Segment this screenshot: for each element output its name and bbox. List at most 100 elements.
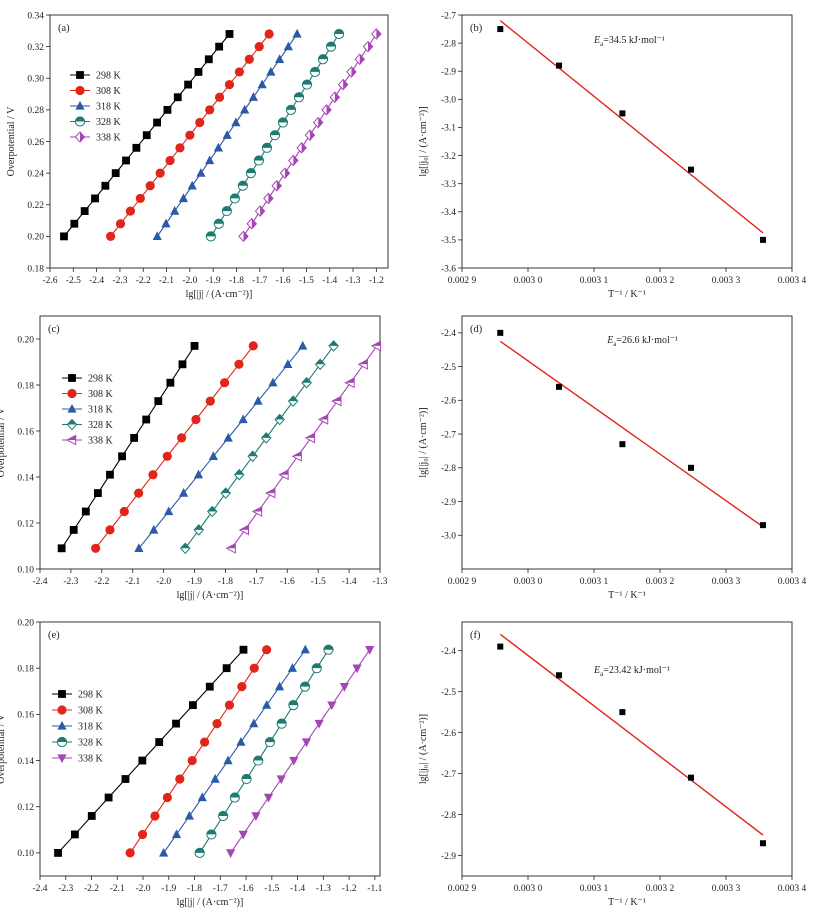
y-tick-label: 0.32 [27,43,44,53]
y-tick-label: -2.8 [441,464,456,474]
x-tick-label: -1.4 [322,276,337,286]
data-point [317,414,329,425]
legend-label: 308 K [78,706,104,717]
data-point-fill [230,792,240,798]
x-tick-label: -1.9 [206,276,221,286]
data-point [70,219,79,228]
data-point [317,54,329,65]
data-point [300,644,310,654]
x-tick-label: 0.003 1 [580,276,609,286]
legend-entry: 328 K [62,418,114,431]
data-point [222,664,231,673]
data-point [197,792,207,802]
data-point [93,489,102,498]
data-point [362,40,374,53]
series-338k [226,646,375,858]
series-298k [57,341,199,553]
data-point [115,219,126,229]
data-point [184,80,193,89]
x-tick-label: -1.3 [346,276,361,286]
x-axis-label: T⁻¹ / K⁻¹ [608,897,646,908]
x-tick-label: -1.6 [280,577,295,587]
data-point [333,28,345,40]
data-point [152,231,162,241]
data-point-fill [230,193,240,199]
data-point-fill [359,54,365,65]
data-point [239,645,248,654]
data-point [132,143,141,152]
data-point [206,505,218,518]
legend-label: 338 K [78,754,104,765]
y-tick-label: -3.5 [441,236,456,246]
data-point [130,433,139,442]
data-point [193,469,204,479]
data-point-fill [221,488,231,494]
data-point-fill [278,117,288,123]
data-point [274,413,285,426]
y-tick-label: 0.24 [27,169,44,179]
legend-entry: 338 K [70,131,122,144]
data-point [248,92,258,101]
data-point [278,469,289,481]
y-tick-label: 0.30 [27,75,44,85]
data-point [178,360,187,369]
data-point-fill [315,359,325,365]
data-point [292,28,302,38]
data-point [245,168,257,179]
x-tick-label: -1.3 [372,577,387,587]
data-point [221,205,232,217]
x-tick-label: 0.003 1 [580,884,609,894]
data-point [371,28,382,40]
x-tick-label: -1.2 [342,884,357,894]
x-tick-label: -1.6 [276,276,291,286]
data-point [179,542,191,555]
data-point-fill [266,488,275,494]
data-point [213,142,224,152]
data-point [257,79,267,89]
data-point-fill [318,117,323,128]
data-point [213,218,224,229]
data-point [125,206,136,216]
data-point [195,117,205,128]
data-point [185,130,195,140]
x-tick-label: -1.8 [187,884,202,894]
y-tick-label: -2.4 [441,647,456,657]
x-tick-label: -2.1 [125,577,140,587]
x-tick-label: -2.1 [159,276,174,286]
data-point [214,92,225,102]
legend-marker [67,388,77,399]
data-point-fill [300,682,310,687]
data-point-fill [358,359,368,365]
legend-entry: 308 K [52,705,104,717]
data-point [688,166,695,173]
y-tick-label: -2.6 [441,729,456,739]
data-point [312,116,324,129]
panel-label: (e) [48,630,60,641]
data-point-fill [310,67,320,72]
data-point [285,104,297,115]
y-axis-label: Overpotential / V [0,713,7,784]
panel-d: 0.002 9 0.003 0 0.003 1 0.003 2 0.003 3 0.003… [418,315,807,601]
legend-entry: 298 K [62,374,114,385]
data-point [220,378,230,388]
x-tick-label: -1.4 [342,577,357,587]
data-point-fill [248,451,258,457]
data-point [172,719,180,728]
data-point [271,179,282,192]
data-point [69,525,78,534]
data-point [184,810,194,820]
legend-marker-fill [66,435,76,440]
legend-label: 298 K [78,690,104,701]
legend-entry: 298 K [52,690,104,701]
data-point-fill [239,525,249,530]
x-tick-label: -2.3 [63,577,78,587]
y-tick-label: 0.20 [17,335,34,345]
data-point [262,700,272,709]
panel-label: (b) [470,23,483,34]
data-point [171,829,182,839]
data-point-fill [302,79,312,85]
data-point [215,42,224,51]
data-point [119,506,129,517]
data-point [122,156,130,165]
data-point [153,118,161,127]
